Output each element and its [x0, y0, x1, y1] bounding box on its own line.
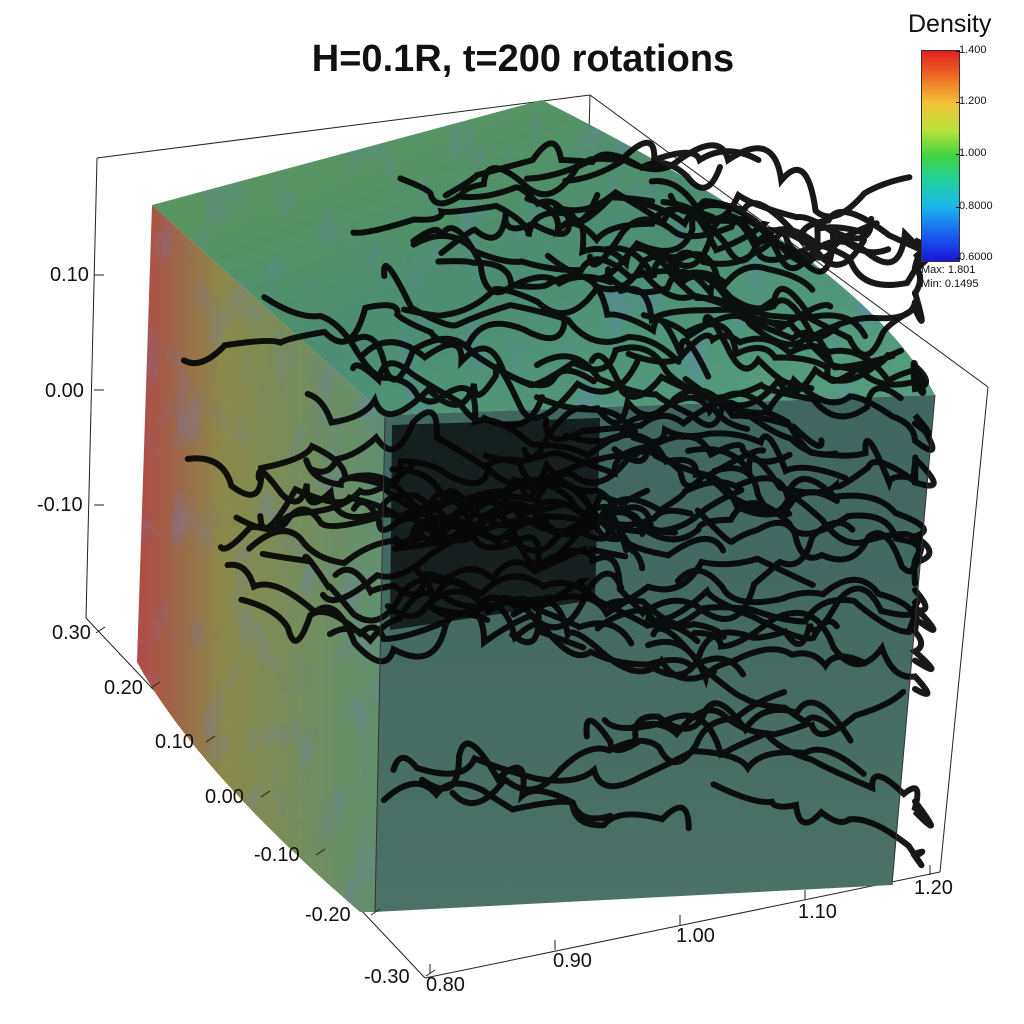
x-tick-label: 1.00: [676, 925, 715, 947]
x-tick-label: 0.90: [553, 950, 592, 972]
field-line: [360, 339, 597, 389]
colorbar-max: Max: 1.801: [921, 264, 976, 276]
field-line: [685, 321, 930, 396]
field-line: [217, 463, 415, 552]
axis-tick: [315, 848, 326, 856]
colorbar-tick: 1.400: [956, 44, 987, 56]
z-tick-label: 0.10: [50, 264, 89, 286]
axis-tick: [260, 790, 271, 798]
field-line: [255, 468, 435, 532]
y-tick-label: -0.30: [364, 966, 410, 988]
field-line: [410, 232, 816, 293]
colorbar-tick: 0.8000: [956, 200, 993, 212]
field-line: [589, 554, 840, 642]
y-tick-label: 0.30: [52, 622, 91, 644]
field-line: [521, 404, 849, 481]
axis-tick: [205, 735, 216, 743]
axis-tick: [150, 681, 161, 689]
field-line: [438, 206, 716, 256]
y-tick-label: -0.10: [254, 844, 300, 866]
field-line: [544, 252, 896, 371]
field-line-group: [180, 139, 937, 869]
colorbar-tick: 1.200: [956, 95, 987, 107]
field-line: [665, 251, 918, 341]
field-line: [710, 781, 926, 869]
field-line: [648, 178, 892, 256]
field-line: [184, 442, 567, 531]
z-tick-label: -0.10: [37, 494, 83, 516]
colorbar-tick: 1.000: [956, 147, 987, 159]
field-line: [332, 566, 701, 645]
field-line: [629, 199, 867, 268]
field-line: [304, 354, 643, 426]
y-tick-label: 0.10: [155, 731, 194, 753]
field-line: [650, 625, 907, 738]
field-line: [691, 609, 931, 697]
field-line: [674, 567, 937, 633]
field-line: [542, 399, 839, 458]
field-line: [381, 263, 682, 365]
field-line: [587, 216, 814, 268]
plot-title: H=0.1R, t=200 rotations: [311, 38, 735, 80]
x-tick-label: 1.10: [798, 901, 837, 923]
field-line: [601, 712, 934, 829]
z-tick-label: 0.00: [45, 380, 84, 402]
axis-tick: [370, 908, 381, 916]
field-line: [429, 458, 745, 539]
field-line: [391, 507, 630, 554]
field-line: [523, 139, 762, 182]
y-tick-label: -0.20: [305, 904, 351, 926]
field-line: [684, 445, 937, 496]
field-line: [413, 447, 767, 522]
field-line: [238, 596, 446, 644]
field-line: [562, 142, 913, 220]
field-line: [442, 140, 723, 199]
colorbar-tick: 0.6000: [956, 251, 993, 263]
field-line: [702, 314, 936, 453]
field-line: [711, 465, 918, 547]
field-line: [246, 503, 678, 567]
field-line: [667, 192, 934, 273]
field-line: [553, 188, 880, 275]
field-line: [604, 213, 870, 277]
y-tick-label: 0.00: [205, 786, 244, 808]
field-line: [413, 541, 629, 586]
field-line: [419, 740, 692, 832]
field-line: [647, 585, 929, 678]
field-line: [435, 258, 712, 380]
field-line: [397, 157, 584, 207]
field-line: [599, 475, 933, 566]
field-line: [588, 352, 918, 492]
field-line: [351, 333, 751, 432]
x-tick-label: 0.80: [426, 974, 465, 996]
field-line: [350, 192, 601, 238]
colorbar-min: Min: 0.1495: [921, 278, 979, 290]
field-line: [224, 561, 491, 665]
colorbar-title: Density: [908, 10, 992, 38]
field-line: [606, 500, 921, 548]
y-tick-label: 0.20: [104, 677, 143, 699]
axis-tick: [95, 626, 106, 634]
x-tick-label: 1.20: [914, 877, 953, 899]
field-line: [594, 596, 935, 673]
field-line: [180, 302, 568, 367]
field-line: [384, 588, 635, 647]
field-line: [261, 294, 639, 460]
bounding-box: [85, 94, 989, 979]
colorbar: [921, 50, 960, 262]
